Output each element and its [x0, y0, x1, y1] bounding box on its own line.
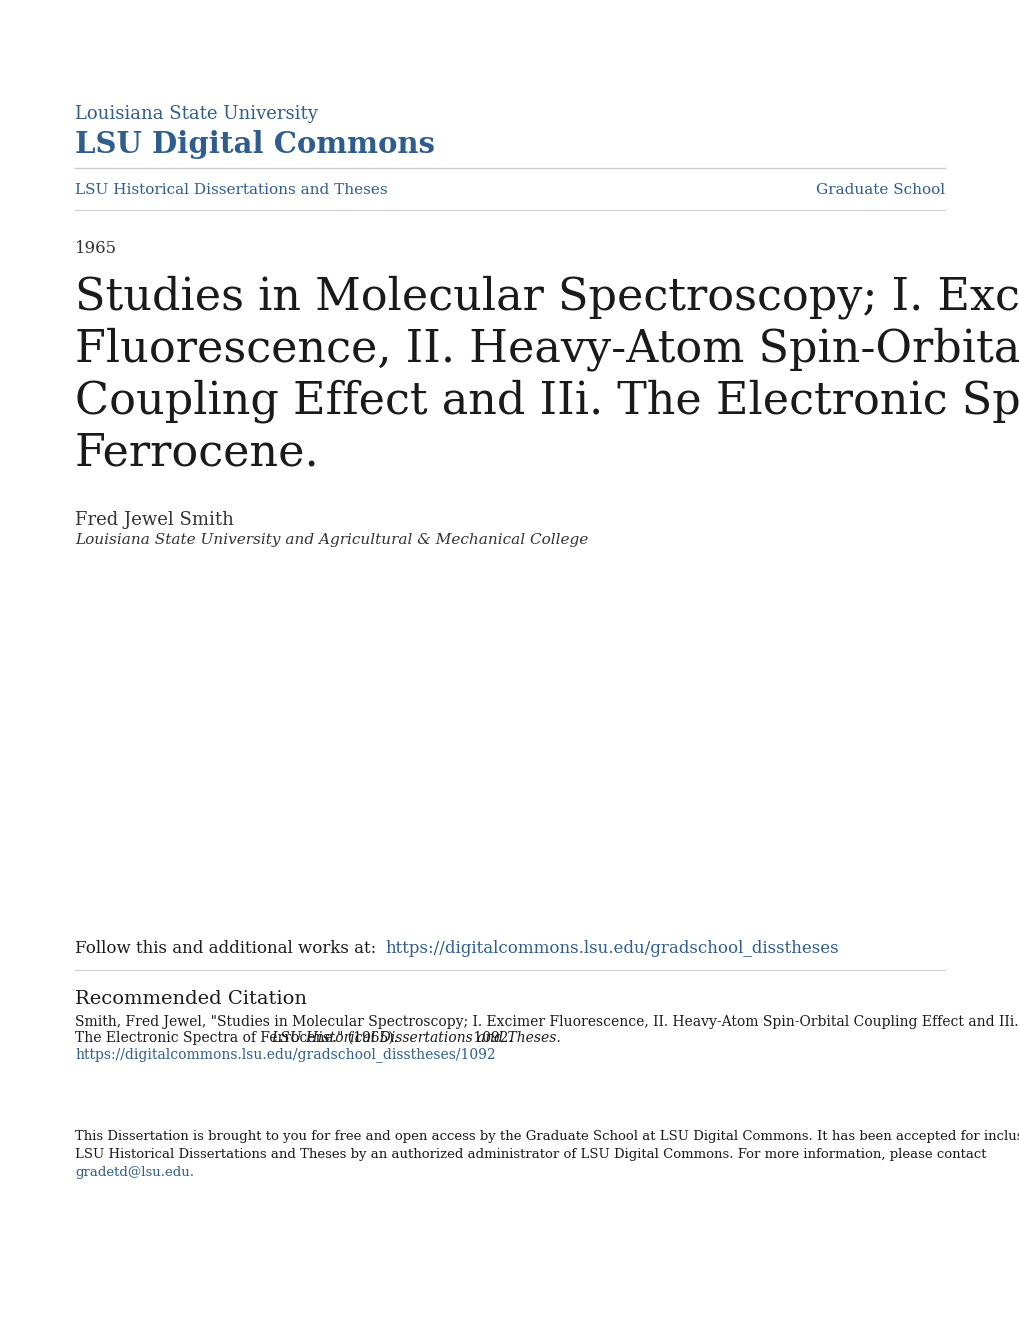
Text: LSU Historical Dissertations and Theses by an authorized administrator of LSU Di: LSU Historical Dissertations and Theses …: [75, 1148, 985, 1162]
Text: LSU Digital Commons: LSU Digital Commons: [75, 129, 434, 158]
Text: Ferrocene.: Ferrocene.: [75, 432, 319, 474]
Text: LSU Historical Dissertations and Theses.: LSU Historical Dissertations and Theses.: [271, 1031, 560, 1045]
Text: 1092.: 1092.: [469, 1031, 513, 1045]
Text: Louisiana State University and Agricultural & Mechanical College: Louisiana State University and Agricultu…: [75, 533, 588, 546]
Text: gradetd@lsu.edu.: gradetd@lsu.edu.: [75, 1166, 194, 1179]
Text: Recommended Citation: Recommended Citation: [75, 990, 307, 1008]
Text: Smith, Fred Jewel, "Studies in Molecular Spectroscopy; I. Excimer Fluorescence, : Smith, Fred Jewel, "Studies in Molecular…: [75, 1015, 1018, 1030]
Text: Coupling Effect and IIi. The Electronic Spectra of: Coupling Effect and IIi. The Electronic …: [75, 379, 1019, 422]
Text: https://digitalcommons.lsu.edu/gradschool_disstheses: https://digitalcommons.lsu.edu/gradschoo…: [384, 940, 838, 957]
Text: Fred Jewel Smith: Fred Jewel Smith: [75, 511, 233, 529]
Text: Fluorescence, II. Heavy-Atom Spin-Orbital: Fluorescence, II. Heavy-Atom Spin-Orbita…: [75, 327, 1019, 371]
Text: Studies in Molecular Spectroscopy; I. Excimer: Studies in Molecular Spectroscopy; I. Ex…: [75, 275, 1019, 318]
Text: Louisiana State University: Louisiana State University: [75, 106, 318, 123]
Text: 1965: 1965: [75, 240, 117, 257]
Text: https://digitalcommons.lsu.edu/gradschool_disstheses/1092: https://digitalcommons.lsu.edu/gradschoo…: [75, 1047, 495, 1061]
Text: This Dissertation is brought to you for free and open access by the Graduate Sch: This Dissertation is brought to you for …: [75, 1130, 1019, 1143]
Text: Graduate School: Graduate School: [815, 183, 944, 197]
Text: LSU Historical Dissertations and Theses: LSU Historical Dissertations and Theses: [75, 183, 387, 197]
Text: Follow this and additional works at:: Follow this and additional works at:: [75, 940, 381, 957]
Text: The Electronic Spectra of Ferrocene." (1965).: The Electronic Spectra of Ferrocene." (1…: [75, 1031, 401, 1045]
